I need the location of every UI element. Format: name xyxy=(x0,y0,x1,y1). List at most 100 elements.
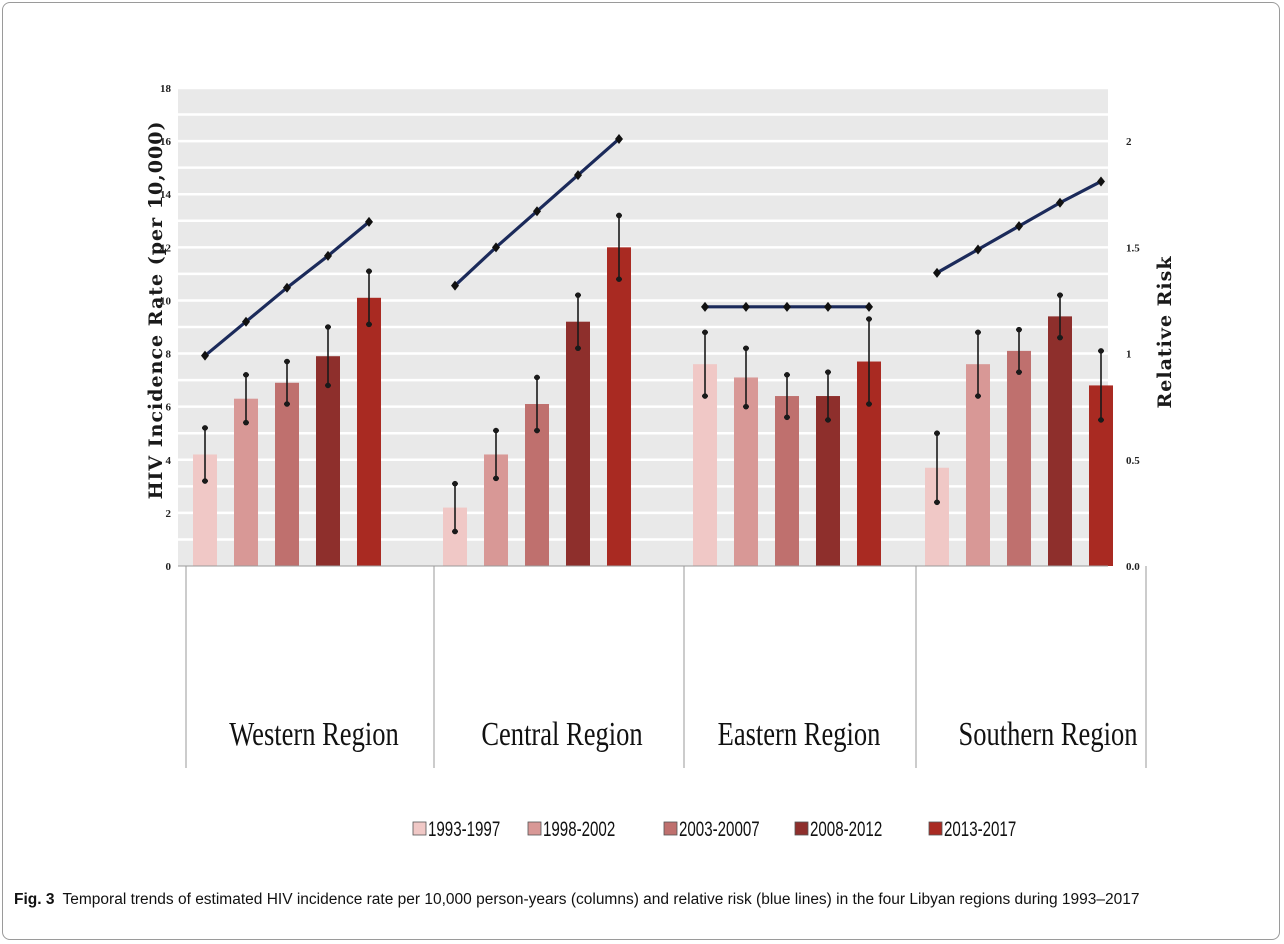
relative-risk-point xyxy=(824,301,832,312)
y-tick-label: 10 xyxy=(160,295,172,307)
bar xyxy=(566,321,590,566)
error-marker xyxy=(575,292,581,298)
category-label: Eastern Region xyxy=(718,715,881,753)
y2-tick-label: 2 xyxy=(1126,136,1132,148)
error-marker xyxy=(284,401,290,407)
bar xyxy=(1007,350,1031,566)
relative-risk-point xyxy=(201,350,209,361)
error-marker xyxy=(243,419,249,426)
legend-label: 2003-20007 xyxy=(679,816,760,840)
relative-risk-point xyxy=(742,301,750,312)
error-marker xyxy=(975,393,981,399)
y-tick-label: 18 xyxy=(160,83,172,95)
error-marker xyxy=(743,403,749,410)
bar xyxy=(357,297,381,566)
y2-axis-title: Relative Risk xyxy=(1154,255,1176,408)
legend: 1993-1997 1998-2002 2003-20007 2008-2012 201… xyxy=(412,816,1016,841)
error-marker xyxy=(784,372,790,378)
error-marker xyxy=(1098,348,1104,354)
legend-swatch xyxy=(412,821,427,836)
relative-risk-point xyxy=(1097,176,1105,187)
error-marker xyxy=(202,478,208,484)
relative-risk-point xyxy=(283,282,291,293)
y-tick-label: 6 xyxy=(166,402,172,414)
y-tick-label: 12 xyxy=(160,242,172,254)
error-marker xyxy=(1057,334,1063,341)
error-marker xyxy=(1016,369,1022,375)
error-marker xyxy=(934,499,940,506)
error-marker xyxy=(616,212,622,219)
relative-risk-point xyxy=(1056,197,1064,208)
legend-item: 1993-1997 xyxy=(412,816,500,841)
relative-risk-point xyxy=(242,316,250,327)
error-marker xyxy=(1057,292,1063,298)
error-marker xyxy=(493,475,499,482)
error-marker xyxy=(534,374,540,381)
y-tick-label: 8 xyxy=(166,349,172,361)
legend-label: 1993-1997 xyxy=(428,816,500,840)
y-axis-title: HIV Incidence Rate (per 10,000) xyxy=(145,121,167,500)
relative-risk-point xyxy=(865,301,873,312)
legend-swatch xyxy=(527,821,542,836)
relative-risk-point xyxy=(615,133,623,144)
y2-tick-label: 1.5 xyxy=(1126,242,1140,254)
legend-label: 2008-2012 xyxy=(810,816,882,840)
legend-label: 1998-2002 xyxy=(543,816,615,840)
error-marker xyxy=(452,528,458,535)
error-marker xyxy=(702,393,708,399)
error-marker xyxy=(934,430,940,437)
figure-caption: Fig. 3 Temporal trends of estimated HIV … xyxy=(14,889,1264,910)
error-marker xyxy=(202,425,208,431)
error-marker xyxy=(616,276,622,283)
error-marker xyxy=(575,345,581,352)
bar xyxy=(275,382,299,566)
legend-item: 2003-20007 xyxy=(663,816,760,841)
legend-item: 2008-2012 xyxy=(794,816,882,841)
relative-risk-point xyxy=(1015,221,1023,232)
bar xyxy=(816,396,840,566)
bar xyxy=(1048,316,1072,566)
y-tick-label: 0 xyxy=(166,561,172,573)
error-bars xyxy=(202,212,1104,535)
y2-tick-label: 1 xyxy=(1126,349,1132,361)
error-marker xyxy=(866,401,872,407)
y-tick-label: 16 xyxy=(160,136,172,148)
error-marker xyxy=(784,414,790,421)
y-tick-label: 4 xyxy=(166,455,172,467)
category-label: Western Region xyxy=(229,715,398,753)
error-marker xyxy=(366,321,372,328)
relative-risk-point xyxy=(492,242,500,253)
error-marker xyxy=(743,345,749,352)
error-marker xyxy=(366,268,372,275)
relative-risk-point xyxy=(451,280,459,291)
relative-risk-point xyxy=(365,216,373,227)
category-label: Southern Region xyxy=(959,715,1138,753)
relative-risk-point xyxy=(533,206,541,217)
bar xyxy=(316,356,340,566)
error-marker xyxy=(866,316,872,322)
bar xyxy=(775,396,799,566)
error-marker xyxy=(452,480,458,487)
relative-risk-lines xyxy=(201,133,1105,361)
y-tick-label: 2 xyxy=(166,508,172,520)
relative-risk-point xyxy=(574,170,582,181)
relative-risk-point xyxy=(974,244,982,255)
legend-swatch xyxy=(928,821,943,836)
y-tick-label: 14 xyxy=(160,189,172,201)
error-marker xyxy=(825,417,831,423)
legend-label: 2013-2017 xyxy=(944,816,1016,840)
relative-risk-point xyxy=(701,301,709,312)
legend-item: 2013-2017 xyxy=(928,816,1016,841)
left-axis-ticks: 0 2 4 6 8 10 12 14 16 18 xyxy=(160,83,172,573)
category-label: Central Region xyxy=(481,715,642,753)
error-marker xyxy=(534,427,540,434)
bar xyxy=(607,247,631,567)
error-marker xyxy=(284,358,290,365)
bar xyxy=(234,398,258,566)
y2-tick-label: 0.0 xyxy=(1126,561,1140,573)
error-marker xyxy=(975,329,981,336)
relative-risk-point xyxy=(324,250,332,261)
caption-text: Temporal trends of estimated HIV inciden… xyxy=(62,891,1140,908)
relative-risk-point xyxy=(783,301,791,312)
error-marker xyxy=(702,329,708,336)
